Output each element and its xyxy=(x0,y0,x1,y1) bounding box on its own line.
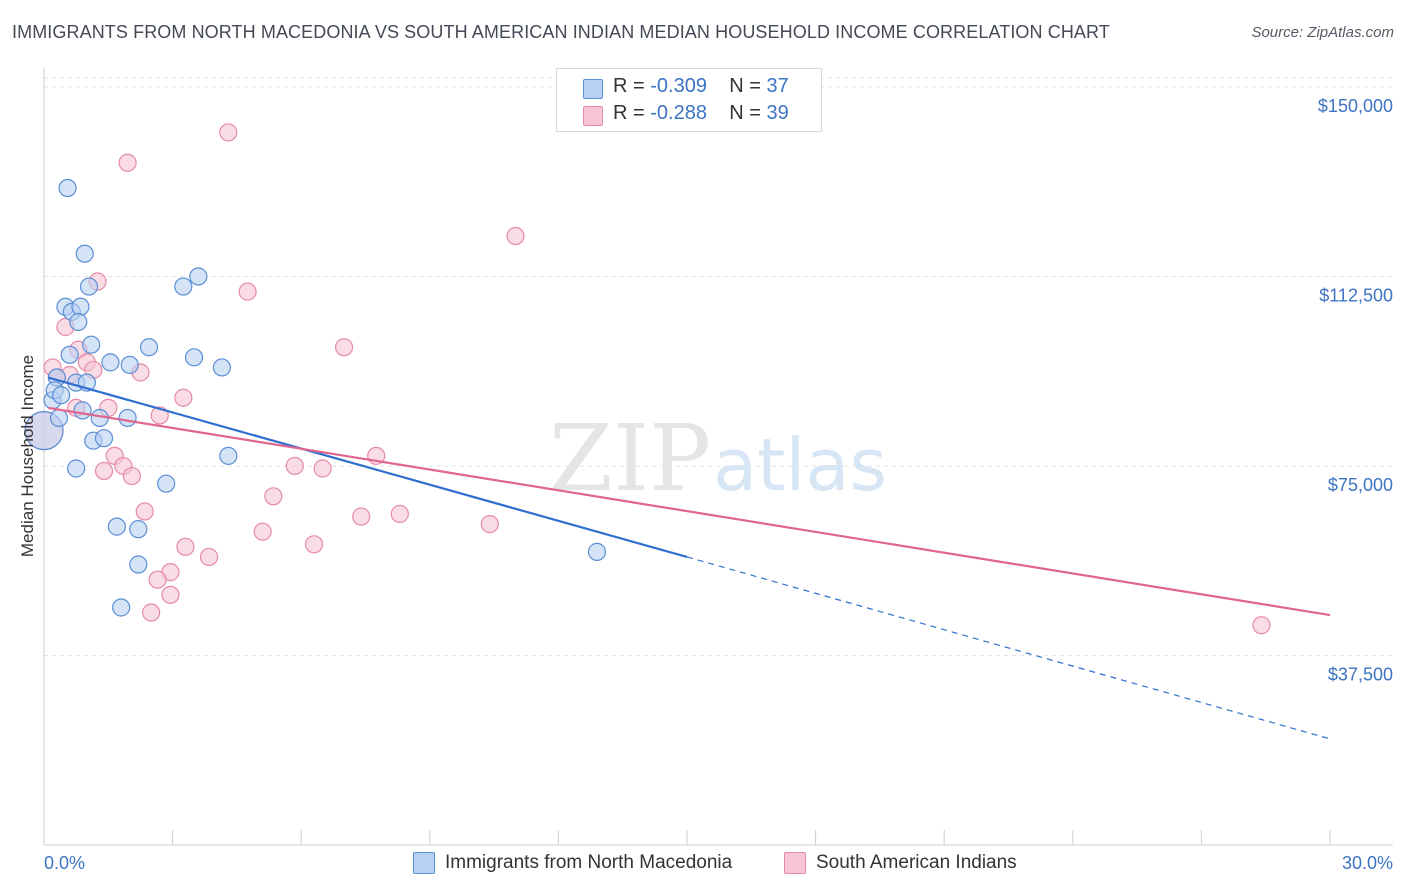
data-point xyxy=(150,406,169,425)
gridlines xyxy=(44,77,1393,656)
data-point xyxy=(139,338,159,357)
data-point xyxy=(58,178,77,198)
data-point xyxy=(304,535,324,554)
data-point xyxy=(148,570,167,589)
data-point xyxy=(60,345,79,364)
data-point xyxy=(120,355,139,375)
watermark-atlas: atlas xyxy=(713,423,887,507)
data-point xyxy=(69,312,88,332)
bottom-legend-swatch-blue xyxy=(413,852,435,874)
data-point xyxy=(264,487,283,506)
data-point xyxy=(313,459,332,478)
data-point xyxy=(82,335,101,354)
data-point xyxy=(118,408,137,428)
data-point xyxy=(174,277,193,296)
data-point xyxy=(253,522,272,541)
data-point xyxy=(94,461,114,481)
data-point xyxy=(122,466,141,486)
x-tick-label: 0.0% xyxy=(44,853,85,873)
data-point xyxy=(238,282,257,301)
data-point xyxy=(506,226,525,246)
bottom-legend-label-blue: Immigrants from North Macedonia xyxy=(445,852,733,873)
data-point xyxy=(79,277,99,296)
data-point xyxy=(219,123,238,142)
data-point xyxy=(129,555,148,574)
data-point xyxy=(135,502,154,521)
y-axis-label: Median Household Income xyxy=(18,355,37,557)
legend-r-value: -0.288 xyxy=(650,102,707,124)
data-point xyxy=(67,459,86,478)
trend-line-north-macedonia-extension xyxy=(686,556,1331,740)
data-point xyxy=(161,585,180,604)
bottom-legend-swatch-pink xyxy=(784,852,806,874)
x-tick-label: 30.0% xyxy=(1342,853,1393,873)
y-tick-label: $112,500 xyxy=(1319,285,1393,305)
data-point xyxy=(352,507,371,526)
data-point xyxy=(142,603,161,622)
data-point xyxy=(52,386,71,405)
chart-title: IMMIGRANTS FROM NORTH MACEDONIA VS SOUTH… xyxy=(12,22,1110,42)
trend-line-south-american-indians xyxy=(48,406,1331,617)
data-point xyxy=(390,504,409,524)
data-point xyxy=(199,547,219,567)
data-point xyxy=(129,520,148,539)
data-point xyxy=(75,244,94,263)
data-point xyxy=(73,401,92,420)
bottom-legend-label-pink: South American Indians xyxy=(816,852,1017,873)
legend-n-label: N = xyxy=(729,75,767,97)
series-north-macedonia-points xyxy=(24,178,607,617)
series-south-american-indians-points xyxy=(24,123,1271,635)
data-point xyxy=(71,297,90,316)
data-point xyxy=(189,267,208,286)
trend-lines xyxy=(47,376,1331,740)
data-point xyxy=(285,456,304,476)
legend-r-label: R = xyxy=(613,75,651,97)
x-axis-ticks xyxy=(43,830,1331,845)
data-point xyxy=(184,348,204,367)
x-tick-labels: 0.0% 30.0% xyxy=(44,853,1393,873)
data-point xyxy=(101,353,120,372)
trend-line-north-macedonia xyxy=(47,376,688,559)
legend-n-label: N = xyxy=(729,102,767,124)
data-point xyxy=(176,537,195,556)
axes xyxy=(43,68,1393,846)
legend-n-value: 37 xyxy=(766,75,789,97)
legend-r-label: R = xyxy=(613,102,651,124)
correlation-legend: R = -0.309 N = 37 R = -0.288 N = 39 xyxy=(556,68,822,132)
data-point xyxy=(334,338,354,357)
data-point xyxy=(112,598,131,617)
watermark: ZIP atlas xyxy=(549,405,887,512)
y-tick-label: $37,500 xyxy=(1328,664,1393,684)
data-point xyxy=(157,474,176,493)
legend-r-value: -0.309 xyxy=(650,75,707,97)
data-point xyxy=(212,358,231,377)
source-credit: Source: ZipAtlas.com xyxy=(1251,24,1394,41)
legend-swatch-pink xyxy=(583,106,603,126)
legend-swatch-blue xyxy=(583,79,603,99)
watermark-zip: ZIP xyxy=(549,405,711,512)
y-tick-labels: $37,500 $75,000 $112,500 $150,000 xyxy=(1318,96,1393,685)
data-point xyxy=(118,153,137,172)
data-point xyxy=(1252,616,1271,635)
data-point xyxy=(49,408,69,428)
data-point xyxy=(480,514,499,534)
data-point xyxy=(107,517,126,536)
data-point xyxy=(587,542,607,561)
legend-n-value: 39 xyxy=(766,102,789,124)
data-point xyxy=(94,429,114,448)
data-point xyxy=(174,388,193,407)
y-tick-label: $75,000 xyxy=(1328,475,1393,495)
y-tick-label: $150,000 xyxy=(1318,96,1393,116)
data-point xyxy=(219,446,238,465)
